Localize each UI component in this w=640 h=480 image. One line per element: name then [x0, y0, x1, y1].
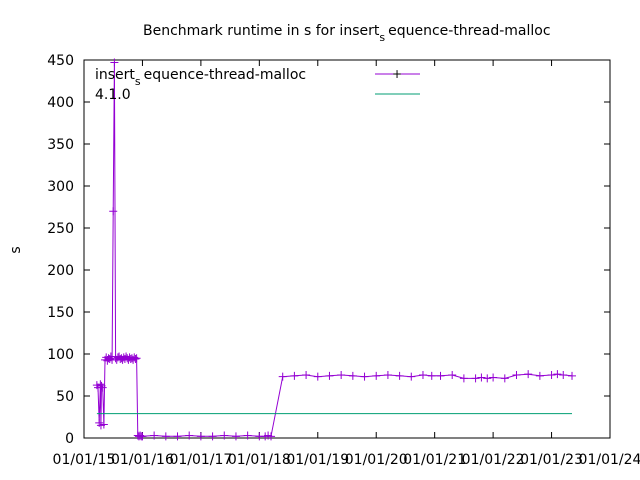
series-1-point-61	[360, 372, 369, 381]
series-1-point-65	[407, 372, 416, 381]
series-1-point-15	[109, 207, 118, 216]
series-1-line	[96, 62, 573, 437]
series-1-point-75	[500, 374, 509, 383]
series-1-point-54	[278, 372, 287, 381]
legend: inserts equence-thread-malloc 4.1.0 +	[95, 67, 420, 103]
x-tick-label-8: 01/01/23	[520, 452, 583, 468]
series-1-point-69	[448, 371, 457, 379]
y-tick-label-8: 400	[47, 95, 74, 111]
series-1-point-64	[395, 371, 404, 380]
series-1-point-59	[337, 371, 346, 379]
series-1-point-57	[313, 372, 322, 381]
x-tick-label-6: 01/01/21	[403, 452, 466, 468]
chart-title-suffix: equence-thread-malloc	[388, 23, 550, 39]
series-1-point-74	[489, 373, 498, 382]
y-tick-label-3: 150	[47, 305, 74, 321]
x-tick-label-3: 01/01/18	[228, 452, 291, 468]
chart-title: Benchmark runtime in s for inserts equenc…	[143, 23, 551, 44]
y-tick-label-5: 250	[47, 221, 74, 237]
y-tick-label-4: 200	[47, 263, 74, 279]
series-1-point-67	[427, 371, 436, 380]
series-1-point-58	[325, 371, 334, 380]
series-1-point-49	[243, 431, 252, 440]
y-tick-label-9: 450	[47, 53, 74, 69]
series-1-point-62	[372, 371, 381, 380]
series-1-point-68	[436, 371, 445, 380]
series-1-point-40	[138, 432, 147, 441]
series-1-point-81	[559, 371, 568, 379]
y-tick-label-6: 300	[47, 179, 74, 195]
series-1-point-82	[568, 371, 577, 380]
series-1-point-47	[220, 431, 229, 440]
series-1-point-66	[418, 371, 427, 379]
x-tick-label-4: 01/01/19	[286, 452, 349, 468]
series-1-point-13	[106, 352, 115, 361]
series-1-point-77	[524, 370, 533, 379]
series-1-point-55	[290, 371, 299, 380]
chart-title-sub: s	[379, 31, 385, 44]
series-1-point-78	[535, 371, 544, 380]
y-tick-label-2: 100	[47, 347, 74, 363]
legend-label-series-1-prefix: insert	[95, 67, 135, 83]
legend-label-series-1-suffix: equence-thread-malloc	[144, 67, 306, 83]
series-1-point-56	[302, 371, 311, 379]
svg-text:Benchmark runtime in s for ins: Benchmark runtime in s for inserts equenc…	[143, 23, 551, 44]
series-layer	[92, 58, 577, 441]
series-1-point-42	[161, 432, 170, 441]
y-tick-label-1: 50	[56, 389, 74, 405]
y-axis-title: s	[8, 246, 24, 253]
series-1-point-7	[99, 420, 108, 429]
series-1-point-71	[471, 374, 480, 383]
y-axis: 0 50 100 150 200 250 300 350 400 450	[47, 53, 610, 447]
series-1-point-34	[131, 355, 140, 364]
series-1-point-46	[208, 432, 217, 441]
series-1-point-63	[383, 371, 392, 379]
x-axis: 01/01/1501/01/1601/01/1701/01/1801/01/19…	[53, 60, 640, 468]
x-tick-label-9: 01/01/24	[579, 452, 640, 468]
series-1-point-60	[348, 371, 357, 380]
series-1-point-5	[97, 381, 106, 390]
series-1-point-45	[196, 432, 205, 441]
series-1-point-70	[459, 374, 468, 383]
series-1-point-76	[512, 371, 521, 379]
x-tick-label-1: 01/01/16	[111, 452, 174, 468]
series-1-point-43	[173, 432, 182, 441]
series-1-point-53	[267, 432, 276, 441]
x-tick-label-7: 01/01/22	[462, 452, 525, 468]
x-tick-label-2: 01/01/17	[169, 452, 232, 468]
series-1-point-16	[110, 58, 119, 67]
x-tick-label-5: 01/01/20	[345, 452, 408, 468]
y-tick-label-0: 0	[65, 431, 74, 447]
x-tick-label-0: 01/01/15	[53, 452, 116, 468]
series-1-point-35	[132, 354, 141, 363]
series-1-point-44	[185, 431, 194, 440]
plot-area-frame	[83, 59, 611, 439]
legend-marker-series-1: +	[392, 67, 402, 81]
legend-label-series-2: 4.1.0	[95, 87, 131, 103]
chart-title-prefix: Benchmark runtime in s for insert	[143, 23, 380, 39]
legend-label-series-1: inserts equence-thread-malloc	[95, 67, 306, 88]
legend-label-series-1-sub: s	[135, 75, 141, 88]
y-tick-label-7: 350	[47, 137, 74, 153]
series-1-point-72	[477, 373, 486, 382]
series-1-point-73	[483, 374, 492, 383]
series-1-point-48	[231, 432, 240, 441]
series-1-point-80	[553, 370, 562, 379]
series-1-point-6	[98, 383, 107, 392]
series-1-point-79	[547, 371, 556, 379]
series-1-point-41	[150, 431, 159, 440]
